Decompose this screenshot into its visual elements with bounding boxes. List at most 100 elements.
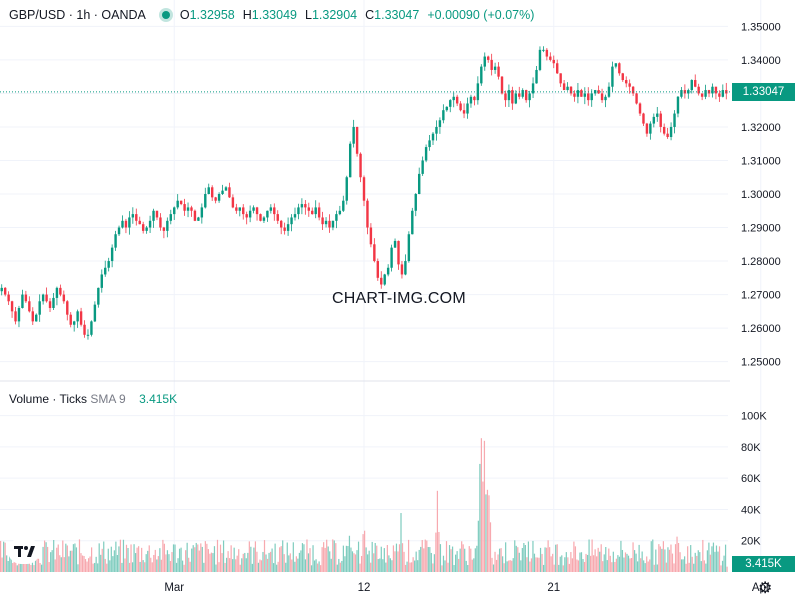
volume-bar — [508, 560, 510, 572]
volume-bar — [382, 559, 384, 572]
volume-bar — [156, 559, 158, 572]
volume-bar — [130, 544, 132, 572]
volume-bar — [97, 563, 99, 572]
volume-bar — [204, 541, 206, 572]
volume-bar — [131, 562, 134, 572]
volume-bar — [260, 560, 263, 572]
volume-bar — [37, 558, 40, 572]
candle-body — [41, 294, 45, 302]
volume-bar — [688, 562, 690, 572]
candle-body — [435, 126, 438, 134]
volume-bar — [34, 559, 37, 572]
volume-bar — [594, 549, 596, 572]
candle-body — [480, 66, 483, 84]
volume-bar — [232, 559, 234, 572]
volume-bar — [568, 563, 570, 572]
candle-body — [231, 197, 235, 208]
volume-bar — [265, 554, 267, 572]
volume-bar — [10, 556, 12, 572]
volume-title[interactable]: Volume · Ticks — [9, 392, 88, 406]
volume-bar — [724, 544, 727, 572]
volume-bar — [227, 551, 229, 572]
candle-body — [35, 314, 38, 322]
volume-bar — [40, 564, 43, 572]
volume-bar — [687, 546, 689, 572]
volume-bar — [65, 543, 67, 572]
volume-bar — [94, 562, 96, 572]
volume-bar — [43, 540, 46, 572]
volume-bar — [138, 546, 140, 572]
volume-bar — [367, 554, 369, 572]
volume-bar — [188, 557, 190, 572]
volume-bar — [599, 551, 601, 572]
volume-bar — [109, 560, 111, 572]
volume-bar — [279, 547, 281, 572]
candle-body — [393, 240, 397, 248]
candle-body — [573, 93, 576, 97]
volume-bar — [342, 545, 344, 572]
volume-bar — [268, 552, 270, 572]
volume-bar — [148, 545, 150, 572]
volume-bar — [141, 547, 143, 572]
volume-bar — [556, 544, 558, 572]
change-value: +0.00090 (+0.07%) — [427, 8, 535, 22]
symbol-label[interactable]: GBP/USD · 1h · OANDA — [9, 8, 146, 22]
volume-bar — [665, 562, 668, 572]
candle-body — [345, 177, 348, 201]
volume-bar — [347, 546, 349, 572]
volume-bar — [618, 556, 621, 572]
volume-bar — [356, 550, 358, 572]
settings-gear-icon[interactable]: ⚙ — [758, 580, 773, 597]
volume-bar — [139, 561, 141, 572]
volume-bar — [488, 495, 490, 572]
volume-bar — [690, 545, 692, 572]
candle-body — [238, 207, 241, 211]
volume-bar — [357, 541, 360, 572]
volume-bar — [6, 555, 8, 572]
volume-bar — [583, 561, 586, 572]
volume-bar — [39, 563, 41, 572]
candle-body — [7, 294, 10, 302]
volume-bar — [699, 552, 701, 572]
volume-bar — [401, 543, 404, 572]
volume-tick-label: 100K — [741, 411, 767, 423]
candle-body — [507, 90, 511, 101]
volume-bar — [447, 562, 449, 572]
volume-bar — [250, 546, 252, 572]
tradingview-logo-icon[interactable] — [8, 538, 40, 564]
volume-tick-label: 40K — [741, 504, 761, 516]
volume-bar — [397, 551, 399, 572]
volume-bar — [47, 546, 49, 572]
candle-body — [90, 321, 93, 335]
volume-bar — [411, 562, 413, 572]
candle-body — [631, 86, 635, 94]
volume-bar — [389, 558, 391, 572]
candle-body — [669, 126, 673, 138]
candle-body — [48, 301, 52, 308]
volume-bar — [552, 553, 554, 572]
volume-bar — [462, 544, 464, 572]
candle-body — [300, 204, 304, 208]
candle-body — [290, 217, 293, 225]
volume-bar — [489, 522, 492, 572]
volume-bar — [144, 562, 146, 572]
volume-bar — [589, 555, 592, 572]
candle-body — [366, 200, 369, 228]
volume-bar — [471, 559, 473, 572]
candle-body — [462, 110, 466, 114]
candle-body — [552, 59, 555, 64]
volume-bar — [116, 555, 118, 572]
volume-bar — [580, 552, 583, 572]
volume-bar — [450, 549, 452, 572]
volume-bar — [206, 543, 208, 572]
volume-bar — [445, 541, 448, 572]
low-label: L — [304, 8, 312, 22]
volume-bar — [385, 562, 387, 572]
volume-bar — [477, 520, 479, 572]
candle-body — [604, 96, 607, 101]
candle-body — [141, 224, 145, 231]
candle-body — [428, 140, 431, 148]
volume-bar — [244, 552, 246, 572]
